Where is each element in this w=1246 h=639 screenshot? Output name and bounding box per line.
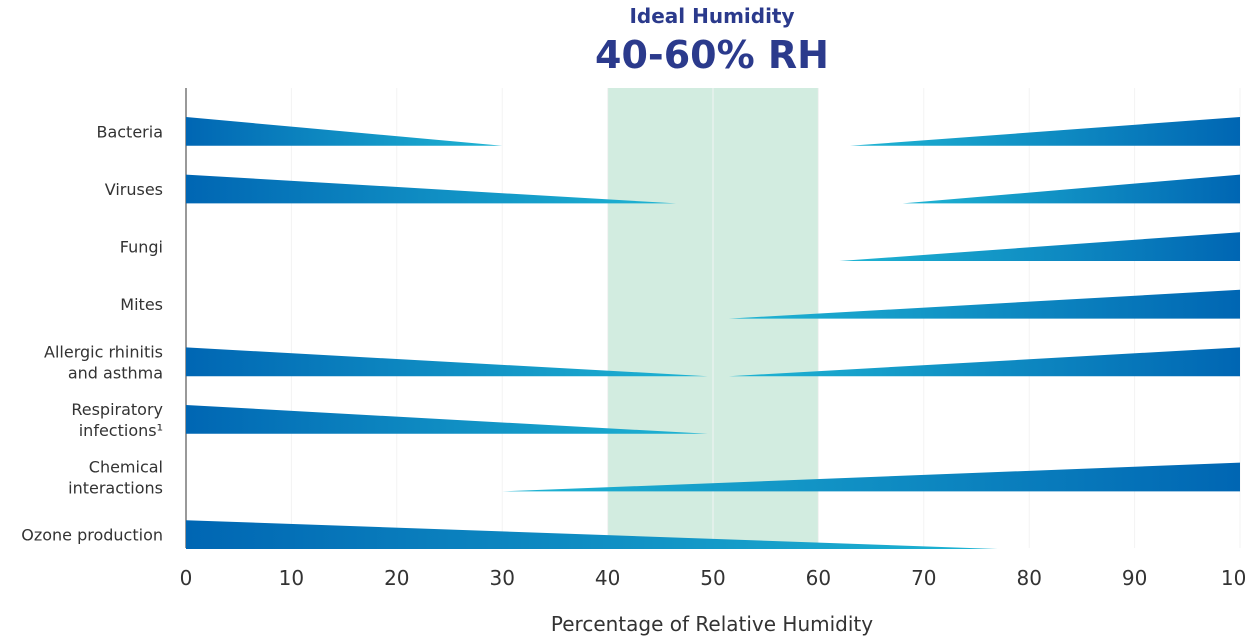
bar-left-wedge xyxy=(186,347,708,377)
bar-left-wedge xyxy=(186,520,998,549)
chart-title: 40-60% RH xyxy=(595,33,829,77)
x-axis-title: Percentage of Relative Humidity xyxy=(551,612,873,636)
category-label: infections¹ xyxy=(79,421,163,440)
category-label: Viruses xyxy=(105,180,163,199)
bar-right-wedge xyxy=(502,462,1240,492)
bar-right-wedge xyxy=(728,347,1240,377)
category-label: Respiratory xyxy=(71,400,163,419)
bar-left-wedge xyxy=(186,174,677,204)
category-label: Mites xyxy=(120,295,163,314)
category-labels: Bacteria Viruses Fungi Mites Allergic rhinit… xyxy=(21,122,163,544)
bar-left-wedge xyxy=(186,117,503,146)
x-tick-label: 70 xyxy=(911,566,936,590)
bar-right-wedge xyxy=(839,232,1240,261)
category-label: Ozone production xyxy=(21,526,163,545)
category-label: interactions xyxy=(68,479,163,498)
bar-right-wedge xyxy=(728,289,1240,319)
x-tick-label: 60 xyxy=(806,566,831,590)
x-tick-labels: 0 10 20 30 40 50 60 70 80 90 100 xyxy=(180,566,1246,590)
x-tick-label: 10 xyxy=(279,566,304,590)
bar-right-wedge xyxy=(850,117,1240,146)
category-label: Bacteria xyxy=(96,122,163,141)
x-tick-label: 50 xyxy=(700,566,725,590)
chart-subtitle: Ideal Humidity xyxy=(629,4,794,28)
x-tick-label: 20 xyxy=(384,566,409,590)
x-tick-label: 0 xyxy=(180,566,193,590)
bar-right-wedge xyxy=(902,174,1240,204)
bars xyxy=(186,117,1240,549)
category-label: and asthma xyxy=(68,363,163,382)
category-label: Allergic rhinitis xyxy=(44,342,163,361)
x-tick-label: 80 xyxy=(1016,566,1041,590)
x-tick-label: 40 xyxy=(595,566,620,590)
x-tick-label: 90 xyxy=(1122,566,1147,590)
category-label: Chemical xyxy=(89,458,163,477)
x-tick-label: 100 xyxy=(1221,566,1246,590)
category-label: Fungi xyxy=(120,238,163,257)
bar-left-wedge xyxy=(186,405,708,434)
x-tick-label: 30 xyxy=(489,566,514,590)
